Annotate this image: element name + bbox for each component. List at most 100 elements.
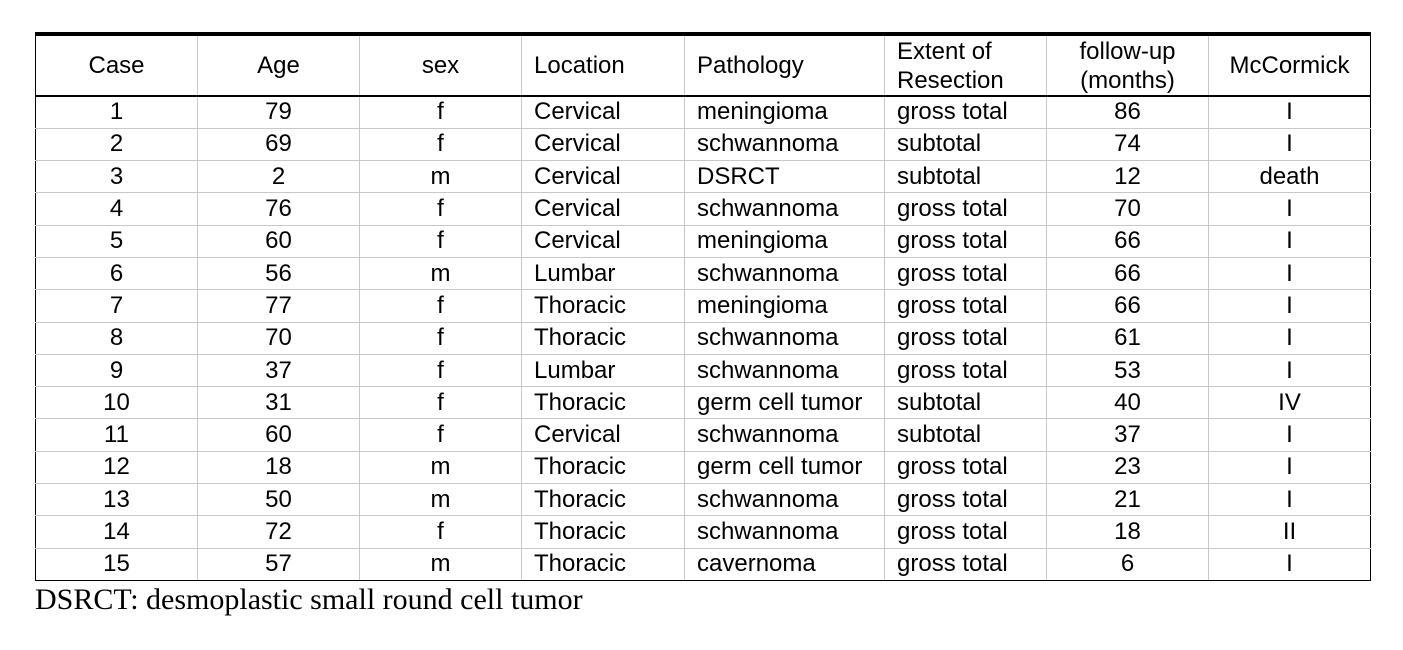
cell-location: Lumbar [521, 353, 685, 388]
cell-follow-up: 12 [1046, 160, 1209, 194]
cell-case: 6 [35, 256, 198, 291]
cell-pathology: schwannoma [684, 256, 885, 291]
table-row: 15 57 m Thoracic cavernoma gross total 6 I [35, 547, 1371, 581]
case-table: Case Age sex Location Pathology Extent o… [35, 32, 1371, 581]
cell-mccormick: II [1208, 515, 1371, 549]
cell-extent: subtotal [884, 418, 1047, 452]
table-row: 3 2 m Cervical DSRCT subtotal 12 death [35, 160, 1371, 194]
cell-sex: f [359, 289, 522, 323]
cell-sex: f [359, 192, 522, 226]
cell-case: 1 [35, 95, 198, 129]
cell-pathology: schwannoma [684, 127, 885, 162]
cell-case: 2 [35, 127, 198, 162]
cell-extent: gross total [884, 224, 1047, 258]
cell-age: 31 [197, 386, 360, 420]
cell-follow-up: 37 [1046, 418, 1209, 452]
cell-sex: f [359, 515, 522, 549]
cell-extent: gross total [884, 450, 1047, 485]
cell-extent: gross total [884, 192, 1047, 226]
table-row: 11 60 f Cervical schwannoma subtotal 37 I [35, 418, 1371, 452]
cell-pathology: schwannoma [684, 192, 885, 226]
cell-case: 10 [35, 386, 198, 420]
cell-location: Thoracic [521, 321, 685, 355]
cell-age: 60 [197, 418, 360, 452]
table-row: 1 79 f Cervical meningioma gross total 86 I [35, 95, 1371, 129]
cell-age: 69 [197, 127, 360, 162]
table-body: 1 79 f Cervical meningioma gross total 86 I 2 69 f… [35, 95, 1371, 581]
cell-pathology: schwannoma [684, 483, 885, 517]
cell-sex: m [359, 256, 522, 291]
table-row: 5 60 f Cervical meningioma gross total 66 I [35, 224, 1371, 258]
cell-location: Cervical [521, 95, 685, 129]
cell-follow-up: 23 [1046, 450, 1209, 485]
cell-case: 11 [35, 418, 198, 452]
cell-location: Thoracic [521, 386, 685, 420]
cell-extent: gross total [884, 321, 1047, 355]
cell-case: 8 [35, 321, 198, 355]
cell-extent: gross total [884, 256, 1047, 291]
cell-pathology: germ cell tumor [684, 450, 885, 485]
header-age: Age [197, 32, 360, 97]
cell-pathology: schwannoma [684, 321, 885, 355]
cell-follow-up: 53 [1046, 353, 1209, 388]
cell-location: Thoracic [521, 515, 685, 549]
cell-case: 12 [35, 450, 198, 485]
cell-follow-up: 86 [1046, 95, 1209, 129]
cell-mccormick: I [1208, 547, 1371, 581]
cell-age: 70 [197, 321, 360, 355]
cell-mccormick: I [1208, 353, 1371, 388]
cell-pathology: cavernoma [684, 547, 885, 581]
cell-mccormick: I [1208, 224, 1371, 258]
cell-follow-up: 18 [1046, 515, 1209, 549]
table-row: 13 50 m Thoracic schwannoma gross total 21 I [35, 483, 1371, 517]
cell-sex: f [359, 418, 522, 452]
cell-extent: gross total [884, 483, 1047, 517]
cell-extent: subtotal [884, 386, 1047, 420]
cell-location: Thoracic [521, 483, 685, 517]
cell-follow-up: 66 [1046, 289, 1209, 323]
cell-age: 57 [197, 547, 360, 581]
cell-sex: m [359, 450, 522, 485]
header-mccormick: McCormick [1208, 32, 1371, 97]
cell-case: 5 [35, 224, 198, 258]
cell-mccormick: I [1208, 192, 1371, 226]
table-row: 10 31 f Thoracic germ cell tumor subtotal 40 IV [35, 386, 1371, 420]
cell-extent: subtotal [884, 160, 1047, 194]
cell-follow-up: 74 [1046, 127, 1209, 162]
cell-follow-up: 6 [1046, 547, 1209, 581]
header-location: Location [521, 32, 685, 97]
cell-location: Thoracic [521, 547, 685, 581]
cell-extent: gross total [884, 353, 1047, 388]
header-follow-up: follow-up (months) [1046, 32, 1209, 97]
cell-mccormick: I [1208, 127, 1371, 162]
cell-follow-up: 61 [1046, 321, 1209, 355]
cell-mccormick: I [1208, 483, 1371, 517]
cell-pathology: schwannoma [684, 353, 885, 388]
cell-mccormick: death [1208, 160, 1371, 194]
cell-extent: gross total [884, 289, 1047, 323]
table-row: 8 70 f Thoracic schwannoma gross total 61 I [35, 321, 1371, 355]
cell-location: Cervical [521, 192, 685, 226]
cell-pathology: meningioma [684, 224, 885, 258]
header-case: Case [35, 32, 198, 97]
cell-sex: f [359, 321, 522, 355]
cell-follow-up: 66 [1046, 256, 1209, 291]
cell-mccormick: I [1208, 321, 1371, 355]
header-pathology: Pathology [684, 32, 885, 97]
cell-location: Thoracic [521, 289, 685, 323]
cell-mccormick: I [1208, 450, 1371, 485]
cell-follow-up: 21 [1046, 483, 1209, 517]
table-row: 4 76 f Cervical schwannoma gross total 70 I [35, 192, 1371, 226]
cell-extent: subtotal [884, 127, 1047, 162]
cell-age: 50 [197, 483, 360, 517]
cell-extent: gross total [884, 95, 1047, 129]
header-row: Case Age sex Location Pathology Extent o… [35, 32, 1371, 97]
cell-age: 2 [197, 160, 360, 194]
cell-case: 15 [35, 547, 198, 581]
cell-location: Cervical [521, 224, 685, 258]
cell-mccormick: I [1208, 289, 1371, 323]
cell-case: 9 [35, 353, 198, 388]
cell-mccormick: IV [1208, 386, 1371, 420]
cell-sex: f [359, 386, 522, 420]
cell-sex: f [359, 95, 522, 129]
